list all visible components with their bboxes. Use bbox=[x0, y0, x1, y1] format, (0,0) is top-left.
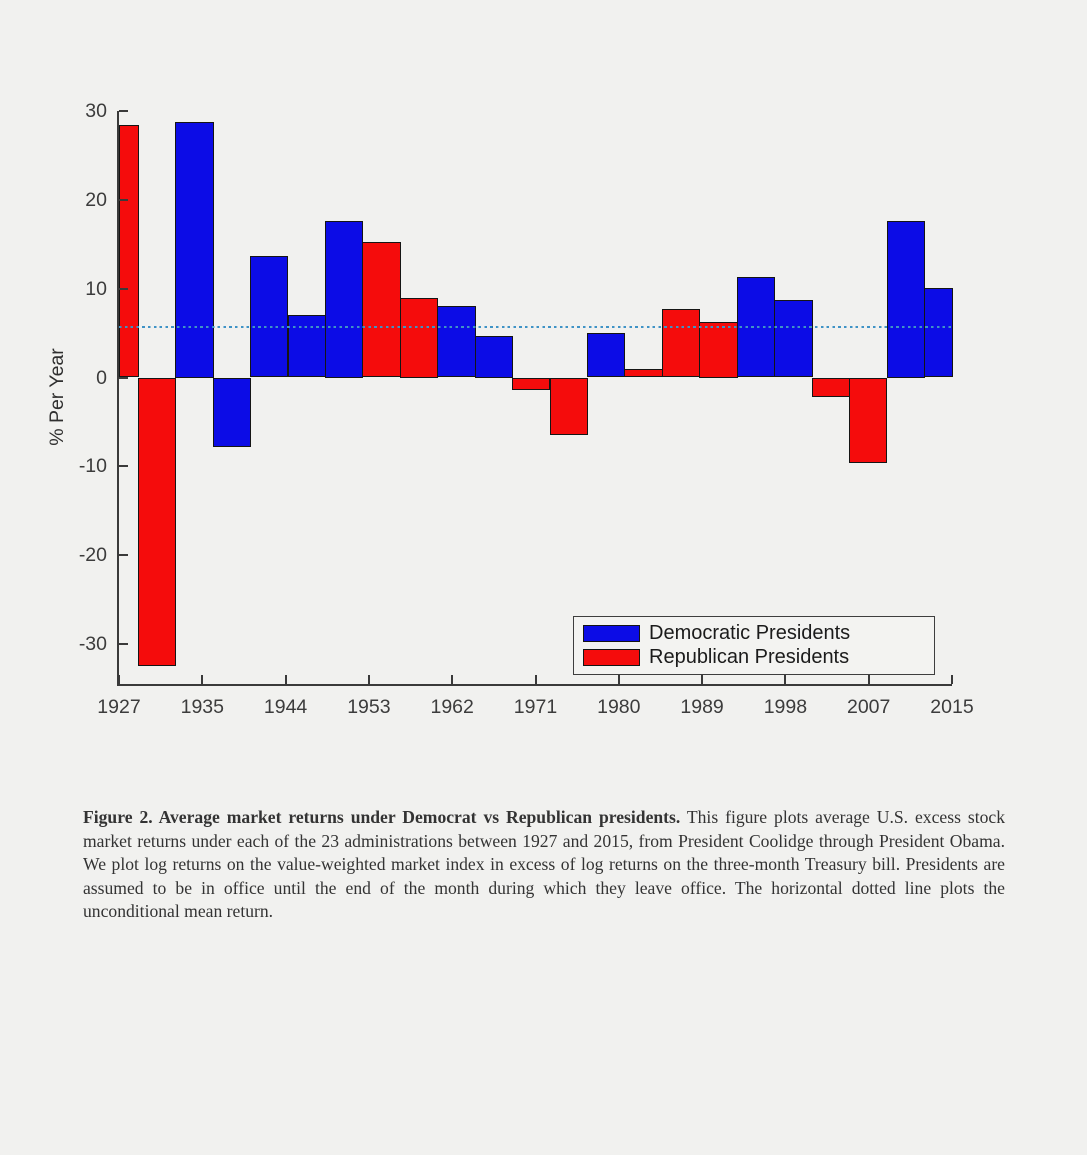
x-tick-label: 1971 bbox=[513, 696, 558, 718]
x-tick-label: 1953 bbox=[347, 696, 391, 718]
figure-caption: Figure 2. Average market returns under D… bbox=[83, 806, 1005, 924]
x-tick bbox=[367, 675, 370, 684]
bar-1949-1953 bbox=[324, 221, 364, 378]
y-tick bbox=[119, 643, 128, 645]
x-tick bbox=[701, 675, 704, 684]
y-tick-label: 20 bbox=[85, 188, 107, 211]
x-tick-label: 1962 bbox=[430, 696, 474, 718]
x-tick-label: 1927 bbox=[97, 696, 141, 718]
bar-1989-1993 bbox=[699, 321, 738, 378]
y-tick bbox=[119, 110, 128, 112]
x-tick-label: 2015 bbox=[930, 696, 974, 718]
legend-item-democratic: Democratic Presidents bbox=[574, 622, 934, 645]
bar-1981-1985 bbox=[624, 368, 663, 378]
y-tick bbox=[119, 198, 128, 201]
x-tick bbox=[201, 675, 204, 684]
x-tick bbox=[451, 675, 454, 684]
x-tick bbox=[118, 675, 120, 684]
y-tick bbox=[119, 554, 128, 557]
mean-return-dotted-line bbox=[119, 325, 952, 329]
x-tick-label: 1980 bbox=[597, 696, 641, 718]
x-tick-label: 2007 bbox=[846, 696, 891, 718]
y-tick-label: 10 bbox=[85, 277, 107, 300]
x-tick bbox=[784, 675, 787, 684]
bar-1985-1989 bbox=[661, 309, 701, 378]
legend-label-republican: Republican Presidents bbox=[649, 646, 850, 669]
legend-label-democratic: Democratic Presidents bbox=[649, 621, 851, 644]
bar-1969-1973 bbox=[512, 377, 551, 390]
bar-1973-1977 bbox=[549, 377, 588, 436]
x-tick bbox=[617, 675, 620, 684]
y-tick bbox=[119, 376, 128, 379]
x-tick-label: 1944 bbox=[263, 696, 308, 718]
y-tick-label: -30 bbox=[78, 633, 107, 655]
bar-1997-2001 bbox=[774, 300, 813, 378]
y-axis-spine bbox=[117, 111, 119, 686]
x-tick bbox=[534, 675, 537, 684]
y-tick-label: -10 bbox=[78, 455, 107, 478]
caption-figure-label: Figure 2. Average market returns under D… bbox=[83, 807, 681, 827]
legend-item-republican: Republican Presidents bbox=[574, 646, 934, 669]
y-tick-label: 30 bbox=[85, 100, 107, 122]
x-tick bbox=[284, 675, 287, 684]
democratic-color-swatch bbox=[583, 624, 640, 642]
bar-1929-1933 bbox=[137, 377, 177, 667]
bar-1957-1961 bbox=[399, 297, 439, 378]
bar-2005-2009 bbox=[849, 377, 888, 463]
y-tick bbox=[119, 465, 128, 468]
y-tick bbox=[119, 287, 128, 290]
x-axis-spine bbox=[117, 684, 952, 686]
y-tick-label: -20 bbox=[78, 544, 107, 567]
y-tick-label: 0 bbox=[96, 366, 107, 389]
bar-1965-1969 bbox=[474, 335, 514, 378]
bar-1977-1981 bbox=[587, 333, 626, 378]
bar-1933-1937 bbox=[175, 121, 214, 378]
x-tick bbox=[951, 675, 953, 684]
bar-1941-1945 bbox=[250, 255, 289, 378]
caption-body: This figure plots average U.S. excess st… bbox=[83, 807, 1005, 922]
bar-1953-1957 bbox=[362, 241, 401, 378]
bar-1937-1941 bbox=[212, 377, 251, 447]
republican-color-swatch bbox=[583, 649, 640, 667]
bar-2001-2005 bbox=[811, 377, 850, 397]
x-tick-label: 1998 bbox=[763, 696, 808, 718]
legend: Democratic Presidents Republican Preside… bbox=[573, 616, 935, 675]
bar-2009-2013 bbox=[886, 221, 925, 378]
bar-1927-1929 bbox=[119, 125, 139, 378]
x-tick bbox=[867, 675, 870, 684]
bar-1961-1965 bbox=[437, 306, 476, 378]
x-tick-label: 1989 bbox=[680, 696, 724, 718]
x-tick-label: 1935 bbox=[180, 696, 224, 718]
bar-2013-2016 bbox=[923, 287, 953, 378]
